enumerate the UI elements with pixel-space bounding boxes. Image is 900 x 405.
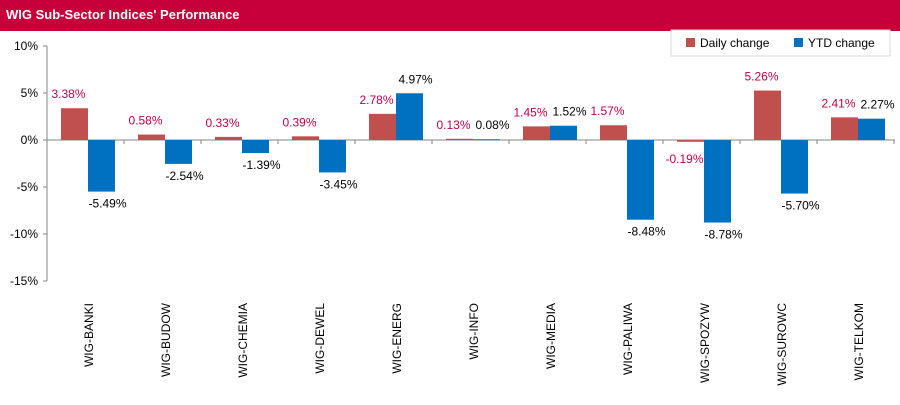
- legend: Daily change YTD change: [670, 29, 891, 57]
- ytd-change-bar: [242, 140, 269, 154]
- daily-change-bar: [61, 108, 88, 140]
- daily-change-label: 0.13%: [436, 118, 470, 132]
- ytd-change-bar: [319, 140, 346, 173]
- ytd-change-bar: [704, 140, 731, 223]
- daily-change-bar: [215, 136, 242, 140]
- daily-change-bar: [292, 136, 319, 140]
- ytd-change-label: -3.45%: [319, 177, 357, 191]
- ytd-change-bar: [396, 93, 423, 140]
- daily-change-bar: [138, 134, 165, 140]
- bars: [61, 90, 885, 223]
- daily-change-label: 3.38%: [51, 87, 85, 101]
- ytd-change-bar: [550, 125, 577, 140]
- y-tick-label: -15%: [10, 274, 38, 288]
- ytd-change-label: 2.27%: [860, 98, 894, 112]
- ytd-change-bar: [473, 139, 500, 141]
- daily-change-bar: [677, 140, 704, 142]
- y-tick-label: 10%: [14, 39, 38, 53]
- x-category-label: WIG-INFO: [467, 303, 481, 360]
- x-category-label: WIG-BANKI: [82, 303, 96, 367]
- x-category-label: WIG-PALIWA: [621, 303, 635, 375]
- ytd-change-label: -5.49%: [88, 197, 126, 211]
- legend-ytd-swatch: [794, 38, 803, 47]
- x-category-label: WIG-ENERG: [390, 303, 404, 374]
- daily-change-label: 2.41%: [821, 96, 855, 110]
- daily-change-bar: [523, 126, 550, 140]
- daily-change-label: -0.19%: [665, 152, 703, 166]
- x-category-label: WIG-MEDIA: [544, 303, 558, 369]
- daily-change-bar: [369, 113, 396, 140]
- daily-change-bar: [446, 138, 473, 140]
- ytd-change-bar: [858, 118, 885, 140]
- daily-change-label: 5.26%: [744, 70, 778, 84]
- daily-change-bar: [831, 117, 858, 140]
- daily-change-label: 1.45%: [513, 105, 547, 119]
- ytd-change-label: -1.39%: [242, 158, 280, 172]
- ytd-change-bar: [781, 140, 808, 194]
- y-tick-label: 0%: [21, 133, 39, 147]
- legend-ytd-label: YTD change: [808, 36, 875, 50]
- x-category-label: WIG-CHEMIA: [236, 303, 250, 378]
- legend-box: [670, 29, 891, 57]
- ytd-change-label: 1.52%: [552, 105, 586, 119]
- x-category-label: WIG-BUDOW: [159, 302, 173, 377]
- daily-change-label: 0.33%: [205, 116, 239, 130]
- daily-change-label: 0.39%: [282, 115, 316, 129]
- daily-change-label: 1.57%: [590, 104, 624, 118]
- daily-change-label: 0.58%: [128, 114, 162, 128]
- ytd-change-label: -8.48%: [627, 225, 665, 239]
- ytd-change-bar: [88, 140, 115, 192]
- ytd-change-label: -2.54%: [165, 169, 203, 183]
- x-category-label: WIG-SUROWC: [775, 303, 789, 386]
- daily-change-bar: [754, 90, 781, 140]
- title-bar: WIG Sub-Sector Indices' Performance: [0, 0, 900, 31]
- chart-title: WIG Sub-Sector Indices' Performance: [6, 7, 240, 22]
- data-labels: 3.38% 0.58% 0.33% 0.39% 2.78% 0.13% 1.45% 1.57%…: [51, 70, 894, 242]
- ytd-change-label: 0.08%: [475, 118, 509, 132]
- ytd-change-bar: [165, 140, 192, 164]
- x-category-label: WIG-DEWEL: [313, 303, 327, 374]
- legend-daily-label: Daily change: [700, 36, 770, 50]
- y-tick-label: -5%: [17, 180, 39, 194]
- ytd-change-label: -5.70%: [781, 199, 819, 213]
- y-tick-label: 5%: [21, 86, 39, 100]
- ytd-change-label: -8.78%: [704, 228, 742, 242]
- legend-daily-swatch: [686, 38, 695, 47]
- daily-change-bar: [600, 125, 627, 140]
- ytd-change-bar: [627, 140, 654, 220]
- y-tick-label: -10%: [10, 227, 38, 241]
- x-category-label: WIG-TELKOM: [852, 303, 866, 380]
- daily-change-label: 2.78%: [359, 93, 393, 107]
- x-category-label: WIG-SPOZYW: [698, 302, 712, 383]
- ytd-change-label: 4.97%: [398, 72, 432, 86]
